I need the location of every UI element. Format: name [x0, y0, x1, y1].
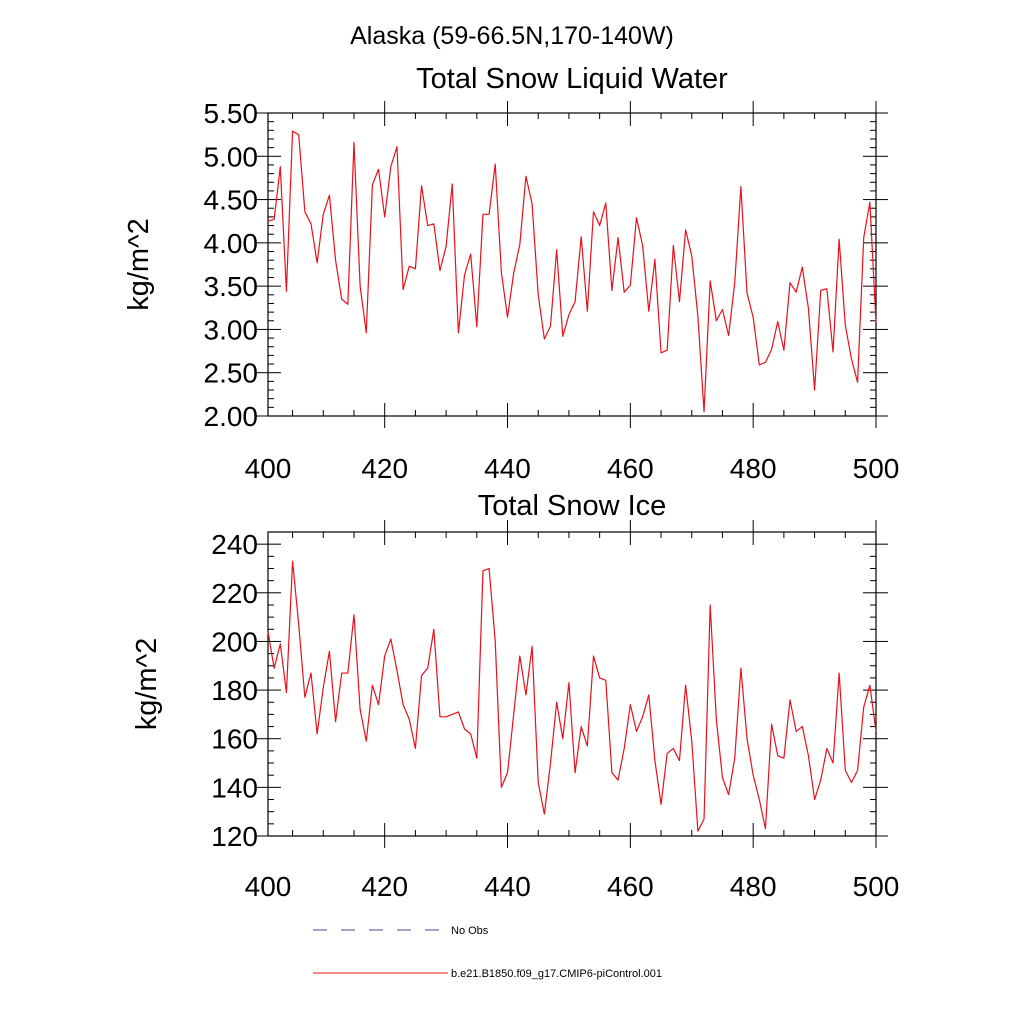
- panels: Total Snow Liquid Water 2.00 2.50 3.00 3.50 4…: [123, 63, 899, 902]
- y-tick-label: 5.50: [204, 98, 259, 129]
- x-tick-label: 400: [245, 453, 292, 484]
- panel-2: Total Snow Ice 120 140 160 180 200 220 240 400 42…: [131, 490, 899, 902]
- series-line: [267, 130, 877, 413]
- x-tick-label: 440: [484, 871, 531, 902]
- y-tick-label: 180: [211, 675, 258, 706]
- series-line: [267, 560, 877, 832]
- x-tick-label: 400: [245, 871, 292, 902]
- legend-label: b.e21.B1850.f09_g17.CMIP6-piControl.001: [451, 968, 662, 980]
- y-axis-label: kg/m^2: [131, 638, 163, 731]
- y-tick-label: 3.00: [204, 314, 259, 345]
- y-tick-label: 2.00: [204, 401, 259, 432]
- y-tick-label: 120: [211, 821, 258, 852]
- x-tick-label: 500: [853, 453, 900, 484]
- panel-title: Total Snow Ice: [478, 490, 667, 522]
- y-tick-label: 4.50: [204, 185, 259, 216]
- y-tick-label: 4.00: [204, 228, 259, 259]
- x-tick-label: 500: [853, 871, 900, 902]
- legend-entry: No Obs: [313, 925, 489, 937]
- legend-entry: b.e21.B1850.f09_g17.CMIP6-piControl.001: [313, 968, 662, 980]
- y-tick-label: 220: [211, 578, 258, 609]
- x-tick-label: 420: [361, 453, 408, 484]
- y-tick-label: 5.00: [204, 141, 259, 172]
- x-tick-label: 440: [484, 453, 531, 484]
- y-tick-label: 3.50: [204, 271, 259, 302]
- x-tick-label: 480: [730, 871, 777, 902]
- panel-1: Total Snow Liquid Water 2.00 2.50 3.00 3.50 4…: [123, 63, 899, 484]
- x-tick-label: 420: [361, 871, 408, 902]
- x-tick-label: 480: [730, 453, 777, 484]
- y-tick-label: 240: [211, 529, 258, 560]
- plot-frame: [267, 112, 877, 417]
- panel-title: Total Snow Liquid Water: [416, 63, 728, 95]
- x-tick-label: 460: [607, 871, 654, 902]
- legend: No Obs b.e21.B1850.f09_g17.CMIP6-piContro…: [313, 925, 662, 980]
- legend-label: No Obs: [451, 925, 489, 937]
- y-tick-label: 140: [211, 772, 258, 803]
- x-tick-label: 460: [607, 453, 654, 484]
- y-tick-label: 2.50: [204, 358, 259, 389]
- y-axis-label: kg/m^2: [123, 218, 155, 311]
- plot-frame: [267, 531, 877, 837]
- y-tick-label: 200: [211, 626, 258, 657]
- figure-suptitle: Alaska (59-66.5N,170-140W): [350, 22, 674, 50]
- y-tick-label: 160: [211, 724, 258, 755]
